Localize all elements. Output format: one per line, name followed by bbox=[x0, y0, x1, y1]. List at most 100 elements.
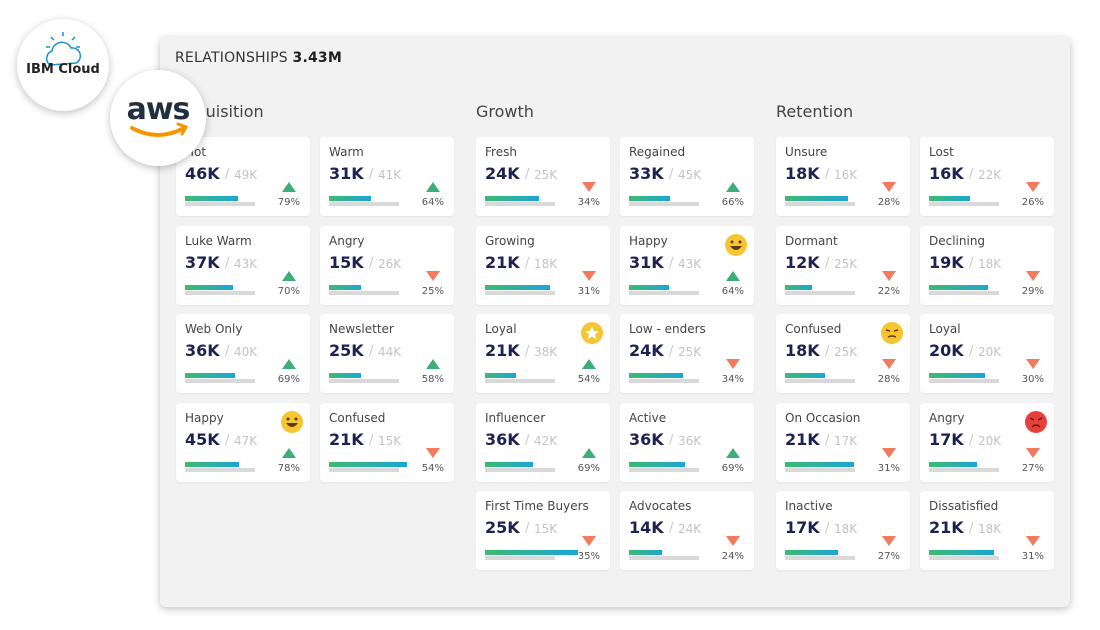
metric-card: Influencer 36K / 42K 69% bbox=[476, 402, 610, 482]
metric-card: Dissatisfied 21K / 18K 31% bbox=[920, 491, 1054, 570]
card-change: 70% bbox=[277, 285, 300, 297]
progress-fill bbox=[185, 196, 238, 201]
card-value: 19K bbox=[929, 252, 964, 272]
card-value: 15K bbox=[329, 252, 364, 272]
progress-track bbox=[485, 202, 555, 206]
separator: / bbox=[369, 167, 374, 182]
card-value: 21K bbox=[485, 341, 520, 360]
trend-arrow bbox=[426, 447, 440, 458]
emoji-icon bbox=[580, 321, 604, 349]
card-name: Low - enders bbox=[629, 322, 706, 336]
progress-fill bbox=[929, 196, 970, 201]
trend-arrow bbox=[1026, 447, 1040, 458]
trend-arrow bbox=[582, 536, 596, 546]
separator: / bbox=[225, 167, 230, 182]
card-change: 28% bbox=[877, 197, 900, 208]
card-change: 34% bbox=[577, 197, 600, 208]
trend-arrow bbox=[582, 270, 596, 281]
progress-fill bbox=[329, 373, 361, 378]
card-value: 36K bbox=[185, 341, 220, 360]
card-name: On Occasion bbox=[785, 410, 861, 425]
card-total: 25K bbox=[534, 168, 558, 182]
section-title: Retention bbox=[776, 102, 854, 121]
progress-track bbox=[629, 467, 699, 472]
trend-arrow bbox=[726, 447, 740, 458]
card-change: 27% bbox=[877, 551, 900, 562]
separator: / bbox=[969, 344, 974, 359]
card-value: 21K bbox=[785, 429, 820, 449]
card-name: Newsletter bbox=[329, 322, 394, 336]
card-change: 31% bbox=[1021, 551, 1044, 562]
metric-card: Angry 15K / 26K 25% bbox=[320, 225, 454, 305]
card-value: 18K bbox=[785, 164, 820, 183]
section-title: Growth bbox=[476, 102, 534, 121]
progress-fill bbox=[629, 461, 685, 467]
card-total: 40K bbox=[234, 345, 258, 359]
header-value: 3.43M bbox=[292, 50, 342, 66]
card-total: 15K bbox=[534, 522, 558, 536]
separator: / bbox=[825, 521, 830, 536]
progress-track bbox=[329, 290, 399, 295]
progress-fill bbox=[329, 284, 362, 290]
metric-card: Inactive 17K / 18K 27% bbox=[776, 491, 910, 570]
separator: / bbox=[825, 432, 830, 448]
emoji bbox=[281, 410, 303, 433]
card-change: 24% bbox=[721, 551, 744, 562]
progress-fill bbox=[629, 284, 670, 290]
emoji-icon bbox=[880, 321, 904, 349]
card-total: 25K bbox=[834, 256, 858, 271]
separator: / bbox=[225, 255, 230, 271]
card-name: Confused bbox=[329, 410, 386, 425]
card-value: 45K bbox=[185, 429, 220, 449]
progress-track bbox=[929, 379, 999, 383]
card-value: 20K bbox=[929, 341, 964, 360]
card-total: 43K bbox=[234, 256, 258, 271]
card-value: 14K bbox=[629, 518, 664, 537]
card-value: 25K bbox=[485, 518, 520, 537]
card-total: 20K bbox=[978, 433, 1002, 448]
progress-track bbox=[629, 290, 699, 295]
progress-track bbox=[485, 290, 555, 295]
trend-arrow bbox=[426, 182, 440, 192]
separator: / bbox=[225, 344, 230, 359]
trend-arrow bbox=[726, 182, 740, 192]
progress-track bbox=[929, 556, 999, 560]
card-total: 25K bbox=[834, 345, 858, 359]
progress-track bbox=[785, 202, 855, 206]
card-total: 18K bbox=[834, 522, 858, 536]
progress-fill bbox=[485, 284, 551, 290]
card-name: Influencer bbox=[485, 410, 546, 425]
metric-card: Advocates 14K / 24K 24% bbox=[620, 491, 754, 570]
trend-arrow bbox=[582, 447, 596, 458]
card-total: 16K bbox=[834, 168, 858, 182]
trend-arrow bbox=[282, 359, 296, 369]
card-name: Angry bbox=[329, 233, 365, 248]
metric-card: On Occasion 21K / 17K 31% bbox=[776, 402, 910, 482]
metric-card: Warm 31K / 41K 64% bbox=[320, 137, 454, 216]
card-name: Dissatisfied bbox=[929, 499, 999, 513]
progress-track bbox=[485, 379, 555, 383]
aws-logo: aws bbox=[110, 70, 206, 166]
card-value: 31K bbox=[329, 164, 364, 183]
card-value: 24K bbox=[629, 341, 664, 360]
card-value: 21K bbox=[929, 518, 964, 537]
separator: / bbox=[525, 521, 530, 536]
card-change: 78% bbox=[277, 462, 300, 474]
card-name: First Time Buyers bbox=[485, 499, 589, 513]
card-total: 18K bbox=[534, 256, 558, 271]
progress-track bbox=[329, 379, 399, 383]
separator: / bbox=[669, 432, 674, 448]
metric-card: Web Only 36K / 40K 69% bbox=[176, 314, 310, 393]
metric-card: Luke Warm 37K / 43K 70% bbox=[176, 225, 310, 305]
separator: / bbox=[969, 167, 974, 182]
card-value: 18K bbox=[785, 341, 820, 360]
card-name: Regained bbox=[629, 145, 686, 159]
metric-card: Confused 18K / 25K 28% bbox=[776, 314, 910, 393]
emoji-icon bbox=[1024, 410, 1048, 438]
card-name: Growing bbox=[485, 233, 535, 248]
card-name: Advocates bbox=[629, 499, 692, 513]
separator: / bbox=[825, 344, 830, 359]
card-total: 24K bbox=[678, 522, 702, 536]
emoji bbox=[581, 322, 603, 344]
aws-smile bbox=[130, 122, 189, 137]
